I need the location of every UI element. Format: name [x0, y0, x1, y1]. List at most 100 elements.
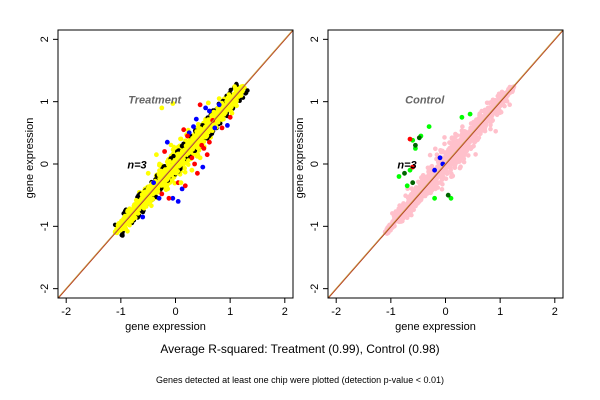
series-point	[151, 180, 157, 186]
cloud-point	[204, 134, 209, 139]
series-point	[432, 167, 437, 173]
series-point	[193, 116, 199, 122]
series-point	[426, 124, 432, 129]
cloud-point	[454, 157, 459, 163]
cloud-edge-point	[119, 232, 124, 238]
x-tick-label: -1	[386, 306, 396, 318]
cloud-point	[434, 152, 440, 157]
cloud-point	[475, 117, 481, 123]
cloud-point	[125, 208, 130, 213]
cloud-point	[479, 108, 485, 114]
cloud-point	[122, 223, 127, 229]
cloud-point	[468, 125, 473, 131]
cloud-point	[185, 151, 191, 156]
series-point	[467, 111, 473, 117]
cloud-point	[209, 113, 214, 118]
series-point	[159, 105, 165, 111]
series-point	[219, 125, 225, 131]
series-point	[159, 191, 165, 197]
cloud-point	[427, 152, 433, 158]
series-point	[178, 180, 184, 186]
cloud-point	[468, 121, 474, 126]
cloud-point	[489, 104, 495, 110]
cloud-point	[463, 132, 468, 137]
reference-line	[328, 30, 563, 298]
cloud-point	[451, 146, 457, 151]
cloud-point	[489, 99, 494, 105]
cloud-point	[178, 136, 183, 142]
cloud-point	[416, 199, 422, 205]
cloud-point	[452, 163, 458, 168]
cloud-point	[471, 136, 476, 141]
cloud-point	[462, 152, 467, 158]
cloud-point	[409, 186, 414, 191]
cloud-point	[182, 166, 187, 171]
cloud-point	[429, 187, 435, 193]
reference-line	[58, 30, 293, 298]
series-point	[181, 127, 187, 133]
cloud-edge-point	[171, 153, 176, 159]
x-tick-label: -1	[116, 306, 126, 318]
sample-count-label: n=3	[397, 159, 416, 171]
cloud-point	[425, 175, 431, 180]
cloud-point	[149, 203, 154, 209]
series-point	[166, 195, 172, 201]
series-point	[448, 195, 454, 201]
series-point	[189, 167, 195, 173]
y-tick-label: 2	[309, 36, 321, 42]
series-point	[432, 195, 437, 201]
cloud-point	[190, 147, 195, 152]
cloud-point	[439, 187, 445, 192]
cloud-point	[449, 171, 454, 176]
series-point	[164, 139, 170, 145]
treatment-panel: -2 -1 0 1 2 -2 -1 0 1 2 gene expression gene expres…	[24, 29, 294, 333]
cloud-point	[390, 211, 395, 216]
cloud-point	[461, 159, 467, 165]
x-axis-title: gene expression	[125, 321, 206, 333]
series-point	[410, 164, 416, 170]
series-point	[192, 161, 198, 167]
series-point	[227, 114, 233, 120]
cloud-point	[484, 100, 490, 106]
cloud-point	[466, 139, 472, 145]
y-tick-label: 1	[39, 99, 51, 105]
cloud-point	[455, 152, 461, 157]
cloud-point	[231, 100, 236, 106]
cloud-point	[485, 105, 491, 111]
series-point	[170, 195, 176, 201]
cloud-point	[179, 149, 185, 154]
cloud-point	[226, 92, 232, 97]
cloud-point	[135, 199, 140, 204]
cloud-point	[442, 141, 447, 147]
cloud-point	[196, 122, 201, 127]
cloud-point	[458, 137, 464, 142]
series-point	[197, 102, 203, 108]
series-point	[410, 180, 416, 186]
cloud-point	[445, 155, 450, 160]
cloud-point	[482, 126, 488, 131]
cloud-point	[420, 173, 426, 178]
x-tick-label: 2	[282, 306, 288, 318]
cloud-point	[185, 142, 190, 147]
sample-count-label: n=3	[127, 159, 146, 171]
cloud-point	[448, 163, 454, 168]
series-point	[396, 174, 402, 179]
cloud-point	[233, 88, 239, 93]
series-point	[179, 186, 185, 192]
series-point	[203, 105, 209, 111]
cloud-point	[500, 100, 506, 105]
cloud-point	[438, 148, 443, 153]
cloud-point	[236, 94, 241, 99]
cloud-point	[473, 152, 478, 157]
cloud-point	[452, 142, 457, 147]
cloud-point	[119, 218, 124, 224]
cloud-point	[164, 177, 170, 182]
cloud-point	[155, 185, 161, 191]
x-tick-label: -2	[61, 306, 71, 318]
cloud-point	[449, 136, 455, 141]
cloud-point	[442, 135, 447, 140]
series-point	[140, 214, 146, 220]
x-tick-label: 0	[172, 306, 178, 318]
cloud-point	[445, 170, 450, 175]
cloud-point	[460, 124, 465, 129]
